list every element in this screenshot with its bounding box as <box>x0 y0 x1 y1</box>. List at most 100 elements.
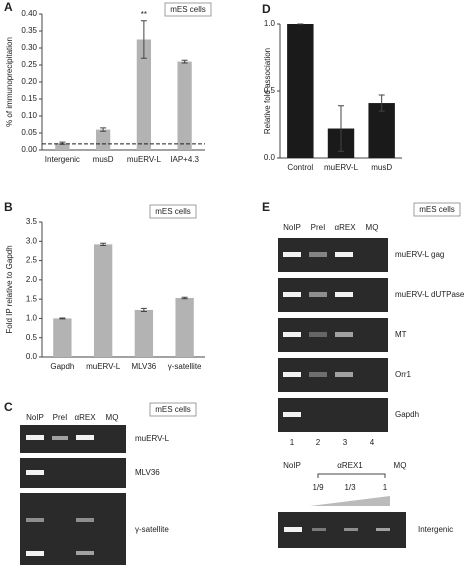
lane-label: MQ <box>366 223 379 232</box>
error-bar <box>338 105 344 152</box>
bar <box>93 244 113 357</box>
band <box>26 518 44 522</box>
bar <box>136 39 152 150</box>
x-tick-label: musD <box>93 155 114 164</box>
band <box>26 435 44 440</box>
error-bar <box>140 20 147 59</box>
y-tick-label: 3.5 <box>26 217 38 226</box>
y-tick-label: 1.0 <box>264 19 276 28</box>
row-label: Gapdh <box>395 410 419 419</box>
y-tick-label: 0.25 <box>21 60 37 69</box>
band <box>52 436 68 440</box>
y-tick-label: 0.40 <box>21 9 37 18</box>
lane-number: 1 <box>290 438 295 447</box>
error-bar <box>100 127 107 132</box>
bar <box>177 61 192 150</box>
note-box <box>149 402 197 417</box>
dilution: 1/9 <box>312 483 324 492</box>
y-axis-label: % of immunoprecipitation <box>5 37 14 127</box>
band <box>335 292 353 297</box>
lane-label: αREX1 <box>337 461 363 470</box>
bar <box>287 24 314 158</box>
band <box>335 332 353 337</box>
y-tick-label: 0.35 <box>21 26 37 35</box>
band <box>283 372 301 377</box>
band <box>283 332 301 337</box>
y-tick-label: 1.0 <box>26 314 38 323</box>
y-tick-label: 0.05 <box>21 128 37 137</box>
lane-label: αREX <box>334 223 356 232</box>
y-tick-label: 0.0 <box>264 153 276 162</box>
error-bar <box>181 59 188 64</box>
lane-label: PreI <box>311 223 326 232</box>
band <box>309 372 327 377</box>
note: mES cells <box>170 5 206 14</box>
lane-label: MQ <box>394 461 407 470</box>
row-label: Orr1 <box>395 370 412 379</box>
y-tick-label: 0.0 <box>26 352 38 361</box>
band <box>76 551 94 555</box>
lane-label: NoIP <box>283 223 301 232</box>
x-tick-label: musD <box>371 163 392 172</box>
bar <box>368 103 395 158</box>
bracket <box>317 473 386 478</box>
row-label: muERV-L dUTPase <box>395 290 465 299</box>
y-tick-label: 0.20 <box>21 77 37 86</box>
lane-label: NoIP <box>283 461 301 470</box>
y-tick-label: 0.5 <box>264 86 276 95</box>
error-bar <box>378 94 385 112</box>
note: mES cells <box>155 207 191 216</box>
band <box>76 518 94 522</box>
x-tick-label: IAP+4.3 <box>170 155 199 164</box>
y-tick-label: 0.5 <box>26 333 38 342</box>
y-axis-label: Fold IP relative to Gapdh <box>5 245 14 333</box>
lane-label: PreI <box>53 413 68 422</box>
lane-label: αREX <box>74 413 96 422</box>
band <box>76 435 94 440</box>
lane-label: NoIP <box>26 413 44 422</box>
band <box>335 372 353 377</box>
y-tick-label: 3.0 <box>26 236 38 245</box>
panel-letter: E <box>262 200 270 214</box>
note-box <box>149 204 197 219</box>
y-axis-label: Relative fold association <box>263 48 272 134</box>
x-tick-label: muERV-L <box>324 163 359 172</box>
error-bar <box>140 307 147 312</box>
x-tick-label: Intergenic <box>45 155 80 164</box>
row-label: muERV-L <box>135 434 170 443</box>
band <box>26 551 44 556</box>
note: mES cells <box>155 405 191 414</box>
band <box>335 252 353 257</box>
x-tick-label: muERV-L <box>127 155 162 164</box>
band <box>284 527 302 532</box>
error-bar <box>59 317 66 320</box>
band <box>283 412 301 417</box>
error-bar <box>181 296 188 300</box>
dilution: 1/3 <box>344 483 356 492</box>
x-tick-label: Gapdh <box>50 362 74 371</box>
note-box <box>413 202 461 217</box>
band <box>283 252 301 257</box>
y-tick-label: 0.30 <box>21 43 37 52</box>
lane-label: MQ <box>106 413 119 422</box>
bar <box>134 309 154 357</box>
dilution: 1 <box>383 483 388 492</box>
panel-letter: D <box>262 2 271 16</box>
band <box>376 528 390 531</box>
note: mES cells <box>419 205 455 214</box>
panel-letter: B <box>4 200 13 214</box>
panel-letter: C <box>4 400 13 414</box>
y-tick-label: 2.0 <box>26 275 38 284</box>
row-label: muERV-L gag <box>395 250 444 259</box>
x-tick-label: γ-satellite <box>168 362 202 371</box>
row-label: MLV36 <box>135 468 160 477</box>
gradient-triangle <box>310 496 390 506</box>
bar <box>53 318 72 357</box>
y-tick-label: 0.00 <box>21 145 37 154</box>
band <box>309 332 327 337</box>
band <box>26 470 44 475</box>
y-tick-label: 0.10 <box>21 111 37 120</box>
bar <box>95 129 111 150</box>
error-bar <box>100 242 107 247</box>
